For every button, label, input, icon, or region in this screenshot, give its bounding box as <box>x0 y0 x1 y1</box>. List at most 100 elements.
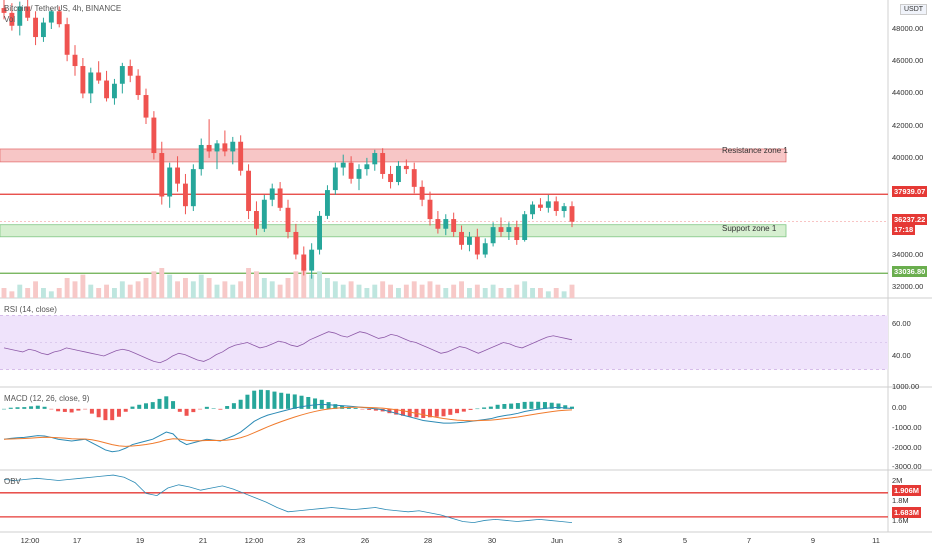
macd-histogram-bar <box>238 399 243 409</box>
candle-body <box>96 72 102 81</box>
candle-body <box>293 231 299 255</box>
volume-bar <box>380 281 386 298</box>
candle-body <box>364 164 370 170</box>
volume-bar <box>143 278 149 298</box>
candle-body <box>214 143 220 152</box>
volume-bar <box>167 274 173 298</box>
candle-body <box>230 141 236 152</box>
obv-tick: 1.8M <box>892 496 909 505</box>
support-price-tag: 33036.80 <box>892 266 928 277</box>
macd-histogram-bar <box>340 405 345 409</box>
candle-body <box>301 254 307 271</box>
symbol-title[interactable]: Bitcoin / TetherUS, 4h, BINANCE <box>4 4 122 13</box>
macd-histogram-bar <box>272 391 277 409</box>
candle-body <box>451 219 457 232</box>
candle-body <box>459 231 465 245</box>
macd-histogram-bar <box>137 404 142 409</box>
volume-bar <box>474 284 480 298</box>
macd-histogram-bar <box>218 408 223 410</box>
rsi-line <box>3 331 573 364</box>
macd-histogram-bar <box>542 402 547 409</box>
candle-body <box>206 144 212 152</box>
candle-body <box>143 95 149 118</box>
obv-label[interactable]: OBV <box>4 477 21 486</box>
macd-histogram-bar <box>286 393 290 409</box>
macd-histogram-bar <box>2 408 6 410</box>
macd-histogram-bar <box>42 406 47 409</box>
macd-tick: -3000.00 <box>892 462 922 471</box>
candle-body <box>419 186 425 200</box>
candle-body <box>104 80 110 99</box>
candle-body <box>88 72 94 94</box>
resistance-price-tag: 37939.07 <box>892 186 928 197</box>
volume-bar <box>40 288 46 298</box>
rsi-label[interactable]: RSI (14, close) <box>4 305 57 314</box>
volume-bar <box>522 281 528 298</box>
time-tick: 21 <box>198 536 208 545</box>
macd-histogram-bar <box>434 408 439 417</box>
time-tick: 23 <box>296 536 306 545</box>
macd-histogram-bar <box>62 408 67 412</box>
macd-histogram-bar <box>103 408 108 421</box>
volume-bar <box>411 281 417 298</box>
price-tick: 32000.00 <box>892 282 924 291</box>
macd-label[interactable]: MACD (12, 26, close, 9) <box>4 394 90 403</box>
candle-body <box>48 11 54 23</box>
macd-histogram-bar <box>549 402 554 409</box>
time-tick: 7 <box>746 536 752 545</box>
volume-bar <box>348 281 354 298</box>
macd-histogram-bar <box>116 408 121 417</box>
macd-histogram-bar <box>407 408 412 417</box>
volume-label: Vol <box>4 15 16 24</box>
macd-histogram-bar <box>252 390 257 409</box>
time-tick: 11 <box>872 536 880 545</box>
candle-body <box>522 214 528 241</box>
obv-low-tag: 1.683M <box>892 507 922 518</box>
macd-histogram-bar <box>15 407 20 409</box>
macd-histogram-bar <box>468 408 473 410</box>
resistance-zone <box>0 148 787 163</box>
candle-body <box>72 54 78 67</box>
candle-body <box>332 167 338 191</box>
candle-body <box>151 117 157 154</box>
volume-bar <box>190 281 196 298</box>
macd-histogram-bar <box>353 407 358 409</box>
macd-histogram-bar <box>76 408 81 411</box>
volume-bar <box>48 291 54 298</box>
macd-histogram-bar <box>488 406 493 409</box>
volume-bar <box>159 268 165 298</box>
macd-histogram-bar <box>502 403 507 409</box>
macd-histogram-bar <box>49 408 54 410</box>
volume-bar <box>324 278 330 298</box>
candle-body <box>443 219 449 229</box>
volume-bar <box>17 284 23 298</box>
volume-bar <box>119 281 125 298</box>
candle-body <box>553 201 559 212</box>
volume-bar <box>506 288 512 298</box>
volume-bar <box>530 288 536 298</box>
time-tick: 12:00 <box>20 536 40 545</box>
macd-histogram-bar <box>171 401 176 409</box>
time-tick: 30 <box>487 536 497 545</box>
obv-line <box>3 474 573 524</box>
macd-histogram-bar <box>475 408 480 410</box>
candle-body <box>395 165 401 183</box>
macd-line <box>3 403 573 453</box>
macd-histogram-bar <box>441 408 446 417</box>
candle-body <box>482 243 488 255</box>
candle-body <box>561 206 567 212</box>
candle-body <box>285 207 291 232</box>
volume-bar <box>9 291 15 298</box>
macd-histogram-bar <box>570 406 574 409</box>
candle-body <box>159 153 165 197</box>
macd-histogram-bar <box>225 406 230 409</box>
volume-bar <box>127 284 133 298</box>
currency-badge[interactable]: USDT <box>900 4 928 15</box>
volume-bar <box>269 281 275 298</box>
volume-bar <box>72 281 78 298</box>
candle-body <box>474 236 480 255</box>
current-price-tag: 36237.22 <box>892 214 928 225</box>
macd-histogram-bar <box>191 408 196 413</box>
volume-bar <box>388 284 394 298</box>
